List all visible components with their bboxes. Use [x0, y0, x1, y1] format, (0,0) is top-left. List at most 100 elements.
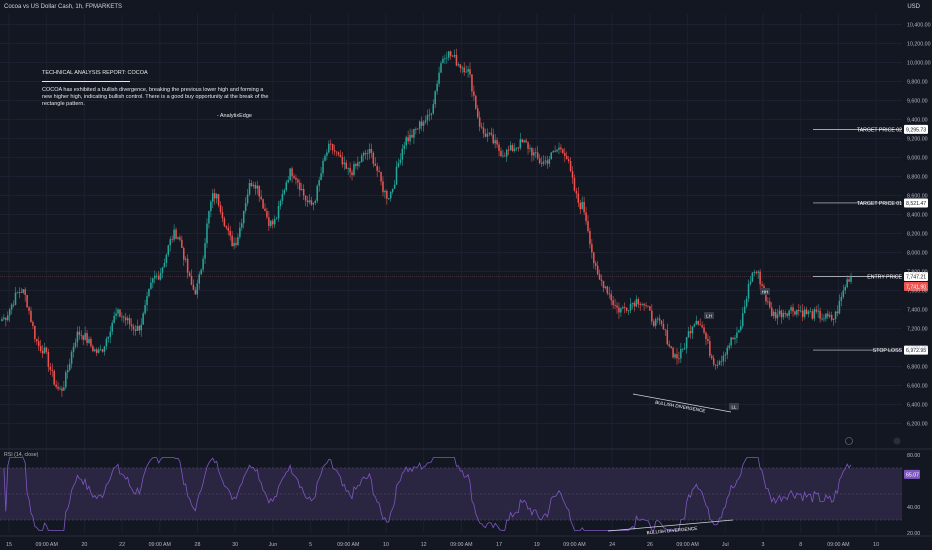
candle-body [366, 153, 369, 155]
rsi-panel: RSI (14, close) 80.00 40.00 20.00 BULLISH DI… [0, 448, 932, 537]
candle-body [828, 315, 831, 317]
candle-body [39, 346, 42, 351]
candle-body [281, 193, 284, 201]
candle-body [328, 143, 330, 153]
candle-body [320, 173, 322, 181]
candle-body [529, 148, 531, 149]
candle-body [488, 132, 491, 134]
candle-body [386, 190, 388, 199]
candle-body [556, 149, 558, 152]
time-tick-label: 09:00 AM [563, 542, 585, 548]
candle-body [825, 313, 827, 319]
candle-body [47, 352, 50, 367]
candle-body [478, 117, 481, 127]
time-tick-label: 09:00 AM [149, 542, 171, 548]
candle-body [420, 121, 423, 126]
pivot-tag [760, 288, 770, 295]
candle-body [571, 171, 574, 178]
candle-body [670, 346, 672, 348]
price-tick-label: 10,400.00 [907, 23, 931, 29]
candle-body [424, 120, 427, 123]
candle-body [676, 354, 678, 359]
candle-body [834, 311, 837, 320]
candle-body [252, 184, 255, 186]
candle-body [43, 347, 46, 354]
candle-body [285, 182, 288, 191]
candle-body [680, 349, 682, 359]
candle-body [380, 171, 382, 182]
candle-body [629, 303, 632, 311]
candle-body [573, 177, 576, 191]
candle-body [72, 346, 75, 353]
candle-body [119, 309, 121, 317]
price-tick-label: 8,400.00 [907, 213, 928, 219]
candle-body [596, 265, 599, 275]
price-tick-label: 7,600.00 [907, 289, 928, 295]
candle-body [614, 305, 616, 306]
level-price-tag [904, 124, 928, 134]
candle-body [848, 279, 850, 282]
candle-body [519, 139, 522, 149]
candle-body [658, 318, 661, 321]
candle-body [538, 158, 541, 164]
candle-body [130, 324, 133, 327]
level-price-tag [904, 272, 928, 282]
candle-body [82, 335, 84, 340]
candle-body [333, 150, 336, 152]
time-tick-label: 09:00 AM [337, 542, 359, 548]
price-axis[interactable]: 10,400.00 10,200.00 10,000.00 9,800.00 9,600… [907, 23, 931, 428]
candle-body [231, 235, 233, 246]
candle-body [699, 324, 701, 326]
candle-body [337, 152, 340, 155]
candle-body [850, 277, 852, 282]
candle-body [194, 289, 197, 295]
candle-body [374, 163, 377, 166]
candle-body [577, 193, 580, 203]
candle-body [372, 152, 375, 164]
price-tick-label: 9,000.00 [907, 156, 928, 162]
level-label: ENTRY PRICE [867, 275, 902, 281]
current-price-tag [904, 282, 928, 292]
time-tick-label: 10 [383, 542, 389, 548]
candle-body [271, 220, 274, 225]
time-axis[interactable]: 15 09:00 AM 20 22 09:00 AM 28 30 Jun 5 09:00 AM 10… [0, 535, 932, 548]
level-price-label: 7,747.21 [906, 275, 926, 281]
candle-body [711, 355, 713, 359]
candle-body [415, 128, 417, 130]
candle-body [99, 349, 102, 351]
candle-body [792, 307, 794, 312]
candle-body [362, 152, 365, 156]
candle-body [705, 332, 707, 339]
rsi-line [3, 457, 852, 531]
candle-body [65, 372, 67, 388]
candle-body [606, 286, 609, 294]
candle-body [600, 279, 603, 281]
candle-body [643, 303, 645, 306]
time-tick-label: 09:00 AM [676, 542, 698, 548]
candle-body [656, 318, 659, 320]
price-tick-label: 6,600.00 [907, 384, 928, 390]
grid-lines [0, 14, 902, 533]
candle-body [769, 301, 771, 308]
candle-body [664, 329, 667, 331]
candle-body [465, 71, 467, 73]
candle-body [41, 350, 44, 354]
candle-body [525, 140, 527, 143]
candle-body [801, 310, 804, 317]
candle-body [283, 190, 286, 194]
candle-body [16, 292, 19, 294]
candle-body [51, 369, 54, 371]
price-tick-label: 9,200.00 [907, 137, 928, 143]
report-signature: - AnalytixEdge [216, 113, 252, 119]
candle-body [316, 185, 318, 201]
candle-body [291, 168, 293, 177]
candle-body [391, 188, 394, 192]
candle-body [221, 212, 224, 219]
candle-body [111, 322, 113, 332]
candle-body [548, 159, 551, 164]
candle-body [204, 243, 206, 259]
candle-body [703, 327, 705, 333]
time-tick-label: 22 [119, 542, 125, 548]
candle-body [306, 200, 309, 203]
